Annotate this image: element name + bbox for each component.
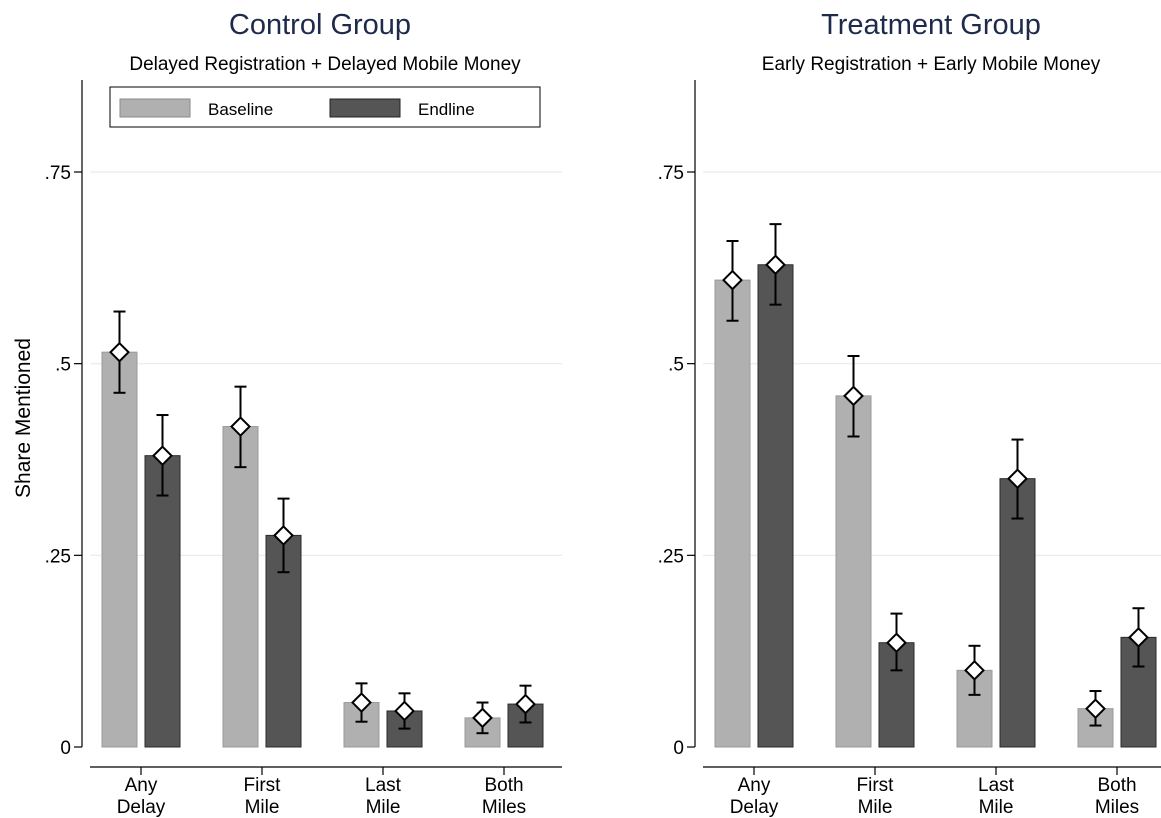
point-marker xyxy=(230,416,251,437)
x-tick-label: First xyxy=(244,775,282,796)
point-marker xyxy=(1085,698,1106,720)
point-marker xyxy=(843,385,864,407)
point-marker xyxy=(964,659,985,681)
bar-baseline-any-delay xyxy=(101,351,138,748)
x-tick-label: Miles xyxy=(1095,797,1139,818)
x-tick-label: Any xyxy=(125,775,158,796)
bar-baseline-first-mile xyxy=(222,426,259,748)
point-marker xyxy=(886,632,907,654)
legend-swatch-endline xyxy=(329,98,401,118)
y-tick-label: .5 xyxy=(668,355,684,376)
x-tick-label: Mile xyxy=(245,797,280,818)
legend: Baseline Endline xyxy=(109,86,541,128)
point-marker xyxy=(515,693,536,715)
point-marker xyxy=(109,341,130,363)
legend-swatch-baseline xyxy=(119,98,191,118)
bar-baseline-any-delay xyxy=(714,279,751,748)
y-axis-label: Share Mentioned xyxy=(12,338,35,498)
legend-label-endline: Endline xyxy=(418,100,475,119)
x-tick-label: Delay xyxy=(117,797,166,818)
bar-endline-last-mile xyxy=(999,478,1036,748)
x-tick-label: Mile xyxy=(366,797,401,818)
x-tick-label: Any xyxy=(738,775,771,796)
y-tick-label: .25 xyxy=(45,546,71,567)
panel-2-title: Treatment Group xyxy=(821,9,1041,41)
panel-2-plot: 0.25.5.75AnyDelayFirstMileLastMileBothMi… xyxy=(658,80,1161,818)
x-tick-label: Last xyxy=(365,775,402,796)
panel-1-subtitle: Delayed Registration + Delayed Mobile Mo… xyxy=(129,54,521,75)
legend-label-baseline: Baseline xyxy=(208,100,273,119)
y-tick-label: .25 xyxy=(658,546,684,567)
y-tick-label: 0 xyxy=(673,738,684,759)
x-tick-label: Both xyxy=(484,775,523,796)
y-tick-label: .75 xyxy=(45,163,71,184)
bar-endline-any-delay xyxy=(757,264,794,748)
x-tick-label: Last xyxy=(978,775,1015,796)
x-tick-label: Both xyxy=(1097,775,1136,796)
y-tick-label: .75 xyxy=(658,163,684,184)
point-marker xyxy=(472,707,493,729)
x-tick-label: Mile xyxy=(858,797,893,818)
panel-1-title: Control Group xyxy=(229,9,411,41)
y-tick-label: .5 xyxy=(55,355,71,376)
x-tick-label: Delay xyxy=(730,797,779,818)
point-marker xyxy=(765,254,786,276)
point-marker xyxy=(722,269,743,291)
point-marker xyxy=(1128,626,1149,648)
point-marker xyxy=(351,692,372,713)
point-marker xyxy=(273,524,294,546)
x-tick-label: First xyxy=(857,775,895,796)
x-tick-label: Mile xyxy=(979,797,1014,818)
y-tick-label: 0 xyxy=(60,738,71,759)
panel-2-subtitle: Early Registration + Early Mobile Money xyxy=(762,54,1101,75)
point-marker xyxy=(152,445,173,467)
bar-endline-both-miles xyxy=(507,703,544,748)
bar-endline-any-delay xyxy=(144,455,181,748)
x-tick-label: Miles xyxy=(482,797,526,818)
panel-1-plot: 0.25.5.75AnyDelayFirstMileLastMileBothMi… xyxy=(45,80,562,818)
point-marker xyxy=(1007,468,1028,490)
point-marker xyxy=(394,700,415,722)
bar-baseline-first-mile xyxy=(835,395,872,748)
